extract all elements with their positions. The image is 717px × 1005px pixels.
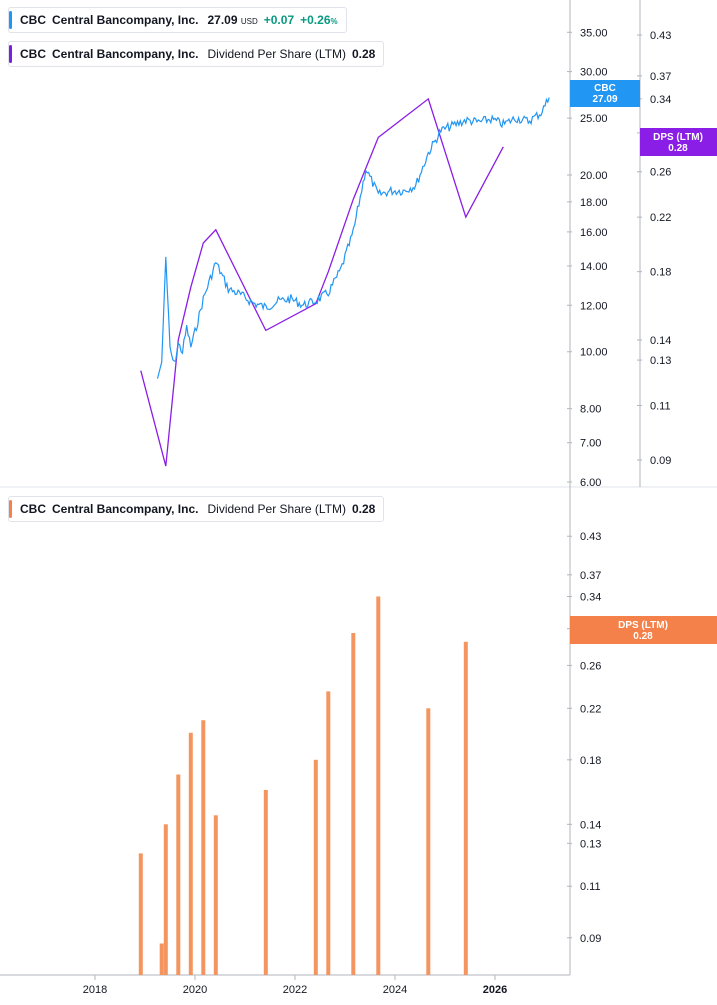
dps-bar — [326, 691, 331, 975]
dps-top-tag-label: DPS (LTM) — [653, 132, 703, 143]
dps-bar — [313, 759, 318, 975]
price-axis-tick-label: 6.00 — [580, 477, 601, 489]
price-axis-tick-label: 20.00 — [580, 170, 608, 182]
price-tag-bg — [570, 80, 640, 107]
dps-top-last-tag: DPS (LTM) 0.28 — [640, 128, 717, 156]
dps-axis-bottom-tick-label: 0.13 — [580, 838, 601, 850]
price-legend-currency: USD — [240, 17, 258, 26]
dps-bar — [213, 815, 218, 975]
time-axis-label: 2024 — [383, 984, 407, 996]
dps-axis-bottom-tick-label: 0.09 — [580, 933, 601, 945]
dps-bar — [188, 732, 193, 975]
dps-bar — [163, 824, 168, 975]
dps-axis-top-tick-label: 0.18 — [650, 267, 671, 279]
dps-bottom-tag-label: DPS (LTM) — [618, 620, 668, 631]
dps-bar — [463, 641, 468, 975]
price-last-tag: CBC 27.09 — [570, 80, 640, 107]
dps-axis-top-tick-label: 0.37 — [650, 71, 671, 83]
dps-bar — [426, 708, 431, 975]
dps-axis-bottom-tick-label: 0.22 — [580, 703, 601, 715]
dps-top-legend[interactable]: CBC Central Bancompany, Inc. Dividend Pe… — [8, 41, 385, 67]
dps-axis-bottom-tick-label: 0.14 — [580, 819, 601, 831]
dps-axis-bottom-tick-label: 0.26 — [580, 660, 601, 672]
dps-top-legend-name: Central Bancompany, Inc. — [52, 47, 199, 61]
dps-bottom-legend-name: Central Bancompany, Inc. — [52, 502, 199, 516]
price-legend-change-pct: +0.26% — [300, 13, 338, 27]
price-axis-tick-label: 7.00 — [580, 438, 601, 450]
dps-top-tag-bg — [640, 128, 717, 156]
price-legend-change: +0.07 — [263, 13, 295, 27]
dps-axis-bottom-tick-label: 0.43 — [580, 531, 601, 543]
dps-line-series — [140, 97, 504, 467]
dps-bottom-tag-bg — [570, 616, 717, 644]
price-axis-tick-label: 30.00 — [580, 67, 608, 79]
dps-bottom-legend[interactable]: CBC Central Bancompany, Inc. Dividend Pe… — [8, 496, 385, 522]
dps-bar — [176, 774, 181, 975]
dps-axis-top-tick-label: 0.13 — [650, 355, 671, 367]
dps-bottom-legend-symbol: CBC — [20, 502, 46, 516]
price-axis-tick-label: 18.00 — [580, 197, 608, 209]
dps-axis-bottom-tick-label: 0.18 — [580, 755, 601, 767]
price-legend-price: 27.09 USD — [207, 13, 258, 27]
price-tag-label: CBC — [594, 83, 616, 94]
dps-axis-top[interactable]: 0.090.110.130.140.180.220.260.300.340.37… — [637, 30, 671, 467]
dps-top-legend-value: 0.28 — [351, 47, 376, 61]
price-axis-tick-label: 10.00 — [580, 347, 608, 359]
dps-bottom-tag-value: 0.28 — [633, 631, 653, 642]
dps-axis-top-tick-label: 0.43 — [650, 30, 671, 42]
time-axis-label: 2026 — [483, 984, 507, 996]
dps-axis-top-tick-label: 0.11 — [650, 400, 671, 412]
dps-axis-bottom-tick-label: 0.37 — [580, 570, 601, 582]
dps-axis-bottom[interactable]: 0.090.110.130.140.180.220.260.300.340.37… — [567, 531, 601, 945]
dps-axis-bottom-tick-label: 0.34 — [580, 592, 601, 604]
price-tag-value: 27.09 — [592, 94, 617, 105]
dps-axis-bottom-tick-label: 0.11 — [580, 881, 601, 893]
dps-top-legend-symbol: CBC — [20, 47, 46, 61]
price-axis-tick-label: 35.00 — [580, 27, 608, 39]
dps-axis-top-tick-label: 0.22 — [650, 212, 671, 224]
price-line-series — [156, 97, 550, 379]
dps-bar — [376, 596, 381, 975]
dps-bar — [201, 720, 206, 975]
price-legend-name: Central Bancompany, Inc. — [52, 13, 199, 27]
dps-bar-series — [138, 596, 468, 975]
dps-bar — [159, 943, 164, 975]
time-axis-label: 2022 — [283, 984, 307, 996]
price-axis-tick-label: 14.00 — [580, 261, 608, 273]
price-legend-color — [9, 11, 12, 29]
time-axis[interactable]: 2018 2020 2022 2024 2026 — [83, 975, 507, 996]
price-axis-tick-label: 25.00 — [580, 113, 608, 125]
price-legend[interactable]: CBC Central Bancompany, Inc. 27.09 USD +… — [8, 7, 347, 33]
dps-top-legend-color — [9, 45, 12, 63]
dps-top-legend-metric: Dividend Per Share (LTM) — [207, 47, 346, 61]
price-axis-tick-label: 12.00 — [580, 300, 608, 312]
dps-bottom-legend-metric: Dividend Per Share (LTM) — [207, 502, 346, 516]
dps-axis-top-tick-label: 0.26 — [650, 167, 671, 179]
price-axis-tick-label: 16.00 — [580, 227, 608, 239]
dps-bottom-legend-value: 0.28 — [351, 502, 376, 516]
time-axis-label: 2018 — [83, 984, 107, 996]
dps-bar — [263, 790, 268, 975]
dps-axis-top-tick-label: 0.09 — [650, 455, 671, 467]
dps-bar — [351, 633, 356, 975]
dps-bottom-last-tag: DPS (LTM) 0.28 — [570, 616, 717, 644]
dps-bottom-legend-color — [9, 500, 12, 518]
time-axis-label: 2020 — [183, 984, 207, 996]
price-axis-tick-label: 8.00 — [580, 404, 601, 416]
dps-bar — [138, 853, 143, 975]
dps-axis-top-tick-label: 0.34 — [650, 94, 671, 106]
price-legend-symbol: CBC — [20, 13, 46, 27]
price-axis[interactable]: 6.00 7.00 8.00 10.00 12.00 14.00 16.00 18.00 20.… — [567, 27, 608, 489]
dps-axis-top-tick-label: 0.14 — [650, 335, 671, 347]
dps-top-tag-value: 0.28 — [668, 143, 688, 154]
